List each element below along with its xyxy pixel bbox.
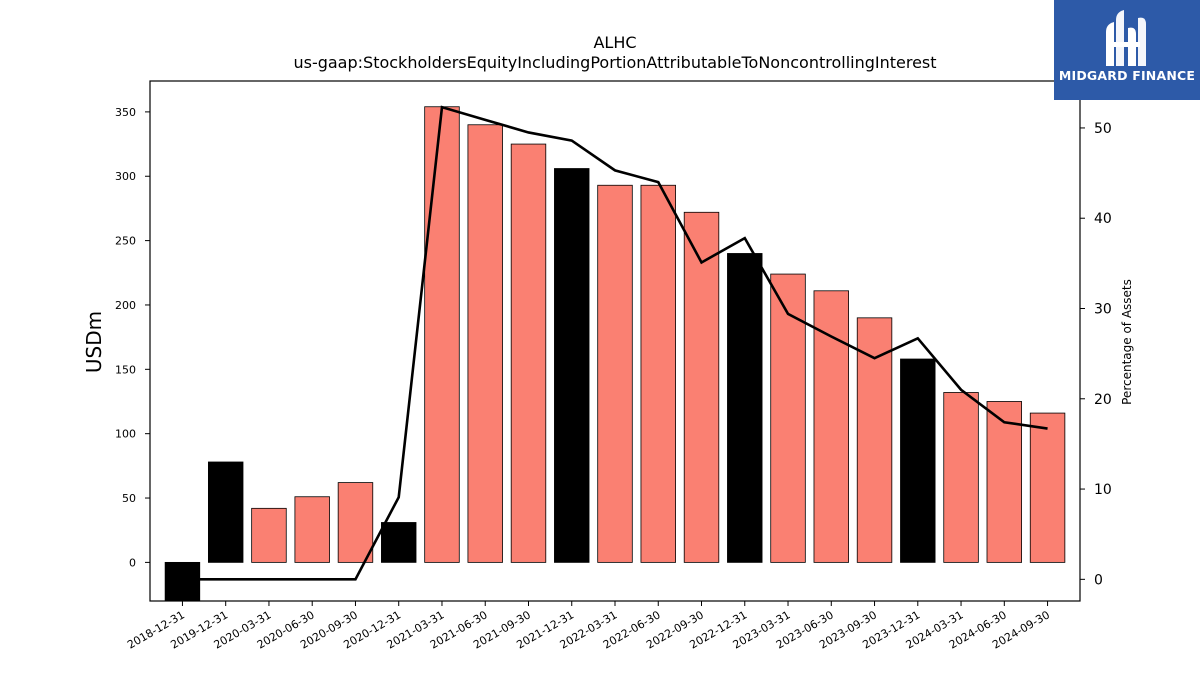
bar-2024-03-31 bbox=[943, 392, 979, 563]
y-tick-label: 350 bbox=[115, 106, 136, 119]
bar-2020-03-31 bbox=[251, 507, 287, 563]
y-axis-label: USDm bbox=[82, 311, 106, 373]
bar-2021-03-31 bbox=[424, 106, 460, 563]
bar-2021-09-30 bbox=[510, 143, 547, 563]
bar-2024-06-30 bbox=[986, 401, 1023, 563]
bar-2020-09-30 bbox=[337, 482, 374, 563]
y2-tick-label: 10 bbox=[1094, 482, 1112, 498]
y-axis-right: 0 10 20 30 40 50 bbox=[1080, 121, 1112, 588]
bars-layer bbox=[164, 106, 1066, 602]
line-percentage-of-assets bbox=[182, 105, 1048, 581]
y-tick-label: 100 bbox=[115, 428, 136, 441]
y-tick-label: 250 bbox=[115, 235, 136, 248]
y-axis-left: 0 50 100 150 200 250 300 350 bbox=[115, 106, 150, 569]
chart-title: ALHC bbox=[593, 33, 636, 52]
y-tick-label: 0 bbox=[129, 556, 136, 569]
y2-tick-label: 20 bbox=[1094, 392, 1112, 408]
y-tick-label: 150 bbox=[115, 363, 136, 376]
bar-2019-12-31 bbox=[207, 461, 244, 563]
bar-2024-09-30 bbox=[1029, 412, 1066, 563]
bar-2022-09-30 bbox=[683, 211, 720, 563]
y2-tick-label: 50 bbox=[1094, 121, 1112, 137]
bar-2023-12-31 bbox=[900, 358, 936, 563]
line-layer bbox=[182, 105, 1048, 581]
logo-mark-icon bbox=[1106, 10, 1146, 67]
brand-logo: MIDGARD FINANCE bbox=[1054, 0, 1200, 100]
chart-subtitle: us-gaap:StockholdersEquityIncludingPorti… bbox=[293, 53, 936, 72]
bar-2022-03-31 bbox=[597, 184, 633, 563]
bar-2022-06-30 bbox=[640, 184, 676, 563]
bar-2020-12-31 bbox=[381, 522, 417, 563]
y2-tick-label: 40 bbox=[1094, 211, 1112, 227]
bar-2022-12-31 bbox=[727, 253, 763, 563]
y2-tick-label: 30 bbox=[1094, 302, 1112, 318]
y2-axis-label: Percentage of Assets bbox=[1120, 279, 1134, 405]
logo-text: MIDGARD FINANCE bbox=[1058, 68, 1196, 83]
bar-2020-06-30 bbox=[294, 496, 330, 563]
y-tick-label: 50 bbox=[122, 492, 136, 505]
y-tick-label: 200 bbox=[115, 299, 136, 312]
bar-2021-12-31 bbox=[554, 168, 590, 563]
bar-2023-03-31 bbox=[770, 273, 806, 563]
y-tick-label: 300 bbox=[115, 170, 136, 183]
x-axis: 2018-12-312019-12-312020-03-312020-06-30… bbox=[125, 601, 1052, 652]
bar-2018-12-31 bbox=[164, 561, 201, 602]
y2-tick-label: 0 bbox=[1094, 572, 1103, 588]
bar-2021-06-30 bbox=[467, 124, 503, 563]
bar-2023-09-30 bbox=[856, 317, 893, 563]
